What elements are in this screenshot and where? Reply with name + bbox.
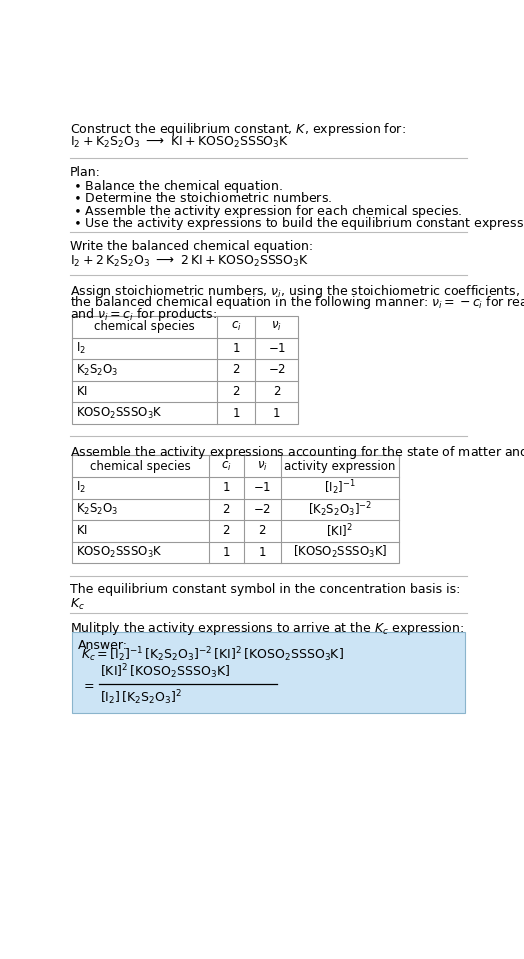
Text: $-2$: $-2$ — [268, 363, 286, 377]
Text: $[\mathrm{I_2}]\,[\mathrm{K_2S_2O_3}]^{2}$: $[\mathrm{I_2}]\,[\mathrm{K_2S_2O_3}]^{2… — [101, 689, 182, 708]
Text: $[\mathrm{KI}]^{2}\,[\mathrm{KOSO_2SSSO_3K}]$: $[\mathrm{KI}]^{2}\,[\mathrm{KOSO_2SSSO_… — [101, 663, 231, 681]
Text: $-1$: $-1$ — [268, 342, 286, 355]
Text: $-2$: $-2$ — [253, 503, 271, 516]
Text: $\bullet$ Assemble the activity expression for each chemical species.: $\bullet$ Assemble the activity expressi… — [73, 203, 463, 220]
Text: $\bullet$ Balance the chemical equation.: $\bullet$ Balance the chemical equation. — [73, 178, 283, 196]
Text: $\bullet$ Determine the stoichiometric numbers.: $\bullet$ Determine the stoichiometric n… — [73, 191, 332, 204]
Text: activity expression: activity expression — [284, 459, 396, 473]
Text: $\mathrm{KOSO_2SSSO_3K}$: $\mathrm{KOSO_2SSSO_3K}$ — [77, 545, 163, 560]
Text: 1: 1 — [232, 407, 240, 420]
Text: $\mathrm{KOSO_2SSSO_3K}$: $\mathrm{KOSO_2SSSO_3K}$ — [77, 406, 163, 421]
Text: 1: 1 — [232, 342, 240, 355]
Text: $\mathrm{KI}$: $\mathrm{KI}$ — [77, 525, 88, 537]
Text: 2: 2 — [223, 525, 230, 537]
Text: 2: 2 — [223, 503, 230, 516]
Text: $=$: $=$ — [81, 678, 95, 690]
Text: $-1$: $-1$ — [253, 481, 271, 494]
Text: $[\mathrm{KOSO_2SSSO_3K}]$: $[\mathrm{KOSO_2SSSO_3K}]$ — [292, 545, 387, 560]
Text: $\nu_i$: $\nu_i$ — [257, 459, 268, 473]
Text: Write the balanced chemical equation:: Write the balanced chemical equation: — [70, 240, 313, 253]
FancyBboxPatch shape — [72, 456, 399, 563]
Text: $[\mathrm{I_2}]^{-1}$: $[\mathrm{I_2}]^{-1}$ — [324, 479, 356, 497]
Text: 2: 2 — [232, 363, 240, 377]
Text: The equilibrium constant symbol in the concentration basis is:: The equilibrium constant symbol in the c… — [70, 583, 461, 596]
Text: Assemble the activity expressions accounting for the state of matter and $\nu_i$: Assemble the activity expressions accoun… — [70, 444, 524, 461]
Text: 1: 1 — [273, 407, 280, 420]
Text: chemical species: chemical species — [94, 320, 194, 334]
Text: 1: 1 — [259, 546, 266, 559]
Text: $[\mathrm{K_2S_2O_3}]^{-2}$: $[\mathrm{K_2S_2O_3}]^{-2}$ — [308, 500, 372, 519]
Text: $[\mathrm{KI}]^{2}$: $[\mathrm{KI}]^{2}$ — [326, 522, 353, 540]
FancyBboxPatch shape — [72, 632, 465, 713]
Text: the balanced chemical equation in the following manner: $\nu_i = -c_i$ for react: the balanced chemical equation in the fo… — [70, 294, 524, 312]
Text: 2: 2 — [273, 385, 280, 398]
Text: $\nu_i$: $\nu_i$ — [271, 320, 282, 334]
Text: $\mathrm{I_2}$: $\mathrm{I_2}$ — [77, 480, 86, 495]
Text: $\bullet$ Use the activity expressions to build the equilibrium constant express: $\bullet$ Use the activity expressions t… — [73, 215, 524, 232]
Text: Construct the equilibrium constant, $K$, expression for:: Construct the equilibrium constant, $K$,… — [70, 121, 406, 138]
Text: $\mathrm{I_2 + K_2S_2O_3\ \longrightarrow\ KI + KOSO_2SSSO_3K}$: $\mathrm{I_2 + K_2S_2O_3\ \longrightarro… — [70, 135, 289, 151]
FancyBboxPatch shape — [72, 316, 298, 424]
Text: $\mathrm{KI}$: $\mathrm{KI}$ — [77, 385, 88, 398]
Text: Mulitply the activity expressions to arrive at the $K_c$ expression:: Mulitply the activity expressions to arr… — [70, 620, 464, 637]
Text: $\mathrm{I_2}$: $\mathrm{I_2}$ — [77, 340, 86, 356]
Text: 1: 1 — [223, 481, 230, 494]
Text: 2: 2 — [232, 385, 240, 398]
Text: $\mathrm{K_2S_2O_3}$: $\mathrm{K_2S_2O_3}$ — [77, 502, 119, 517]
Text: 1: 1 — [223, 546, 230, 559]
Text: Answer:: Answer: — [78, 639, 128, 652]
Text: 2: 2 — [259, 525, 266, 537]
Text: $K_c = [\mathrm{I_2}]^{-1}\,[\mathrm{K_2S_2O_3}]^{-2}\,[\mathrm{KI}]^{2}\,[\math: $K_c = [\mathrm{I_2}]^{-1}\,[\mathrm{K_2… — [81, 645, 344, 665]
Text: $\mathrm{I_2 + 2\,K_2S_2O_3\ \longrightarrow\ 2\,KI + KOSO_2SSSO_3K}$: $\mathrm{I_2 + 2\,K_2S_2O_3\ \longrighta… — [70, 254, 309, 269]
Text: chemical species: chemical species — [90, 459, 191, 473]
Text: and $\nu_i = c_i$ for products:: and $\nu_i = c_i$ for products: — [70, 306, 217, 323]
Text: Assign stoichiometric numbers, $\nu_i$, using the stoichiometric coefficients, $: Assign stoichiometric numbers, $\nu_i$, … — [70, 283, 524, 300]
Text: $K_c$: $K_c$ — [70, 597, 85, 612]
Text: $c_i$: $c_i$ — [221, 459, 232, 473]
Text: $\mathrm{K_2S_2O_3}$: $\mathrm{K_2S_2O_3}$ — [77, 363, 119, 378]
Text: $c_i$: $c_i$ — [231, 320, 242, 334]
Text: Plan:: Plan: — [70, 166, 101, 179]
